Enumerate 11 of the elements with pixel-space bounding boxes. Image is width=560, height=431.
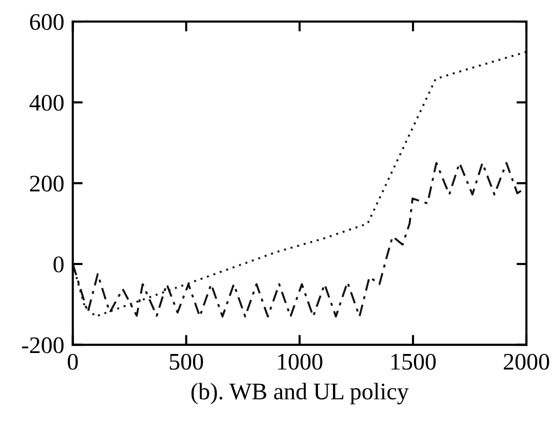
x-tick-label: 2000 <box>504 354 550 370</box>
y-tick-label: 200 <box>30 176 64 192</box>
x-axis-title: (b). WB and UL policy <box>191 382 409 404</box>
x-tick-label: 0 <box>68 354 78 370</box>
x-tick-label: 500 <box>170 354 204 370</box>
x-tick-label: 1500 <box>391 354 436 370</box>
x-tick-label: 1000 <box>278 354 322 370</box>
y-tick-label: -200 <box>22 337 64 354</box>
y-tick-label: 0 <box>54 256 64 272</box>
y-tick-label: 600 <box>30 14 64 30</box>
y-tick-label: 400 <box>30 94 64 111</box>
